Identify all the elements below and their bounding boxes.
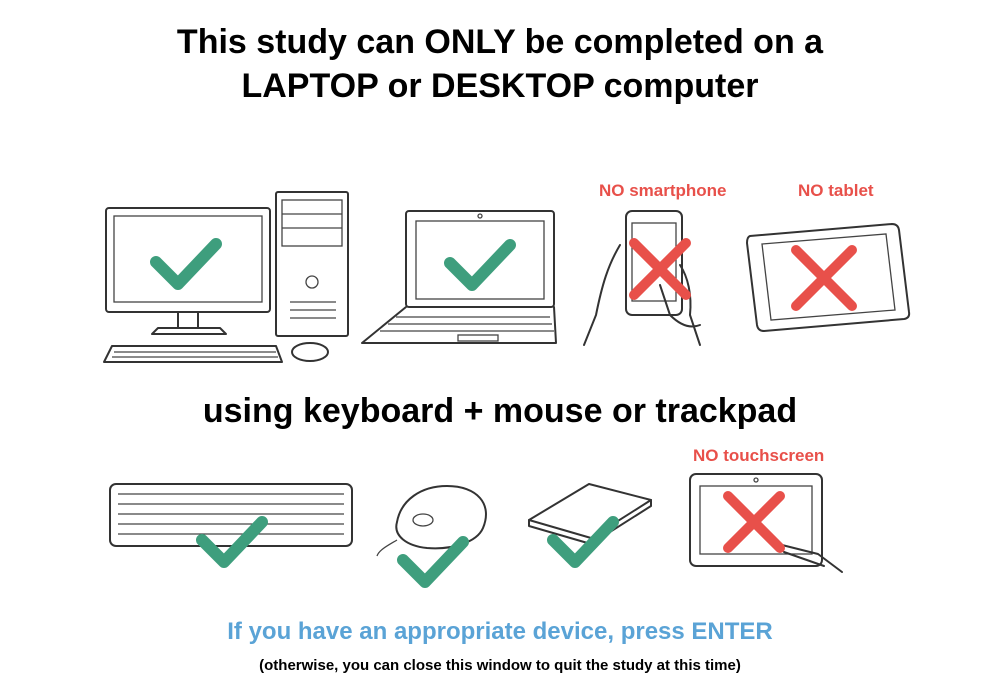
- smartphone-icon: [583, 210, 701, 346]
- title-line-2: LAPTOP or DESKTOP computer: [241, 67, 759, 105]
- press-enter-instruction: If you have an appropriate device, press…: [227, 618, 773, 645]
- desktop-computer-icon: [103, 191, 349, 363]
- laptop-icon: [361, 210, 557, 344]
- mouse-icon: [376, 485, 487, 588]
- quit-note: (otherwise, you can close this window to…: [259, 657, 741, 674]
- tablet-icon: [746, 223, 911, 332]
- keyboard-icon: [109, 483, 353, 568]
- trackpad-icon: [528, 483, 652, 568]
- touchscreen-icon: [689, 473, 843, 573]
- no-touchscreen-label: NO touchscreen: [693, 446, 825, 465]
- title-line-1: This study can ONLY be completed on a: [176, 23, 824, 61]
- page-title: This study can ONLY be completed on a LA…: [0, 20, 1000, 108]
- input-heading: using keyboard + mouse or trackpad: [202, 392, 798, 430]
- no-smartphone-label: NO smartphone: [599, 181, 727, 200]
- no-tablet-label: NO tablet: [798, 181, 874, 200]
